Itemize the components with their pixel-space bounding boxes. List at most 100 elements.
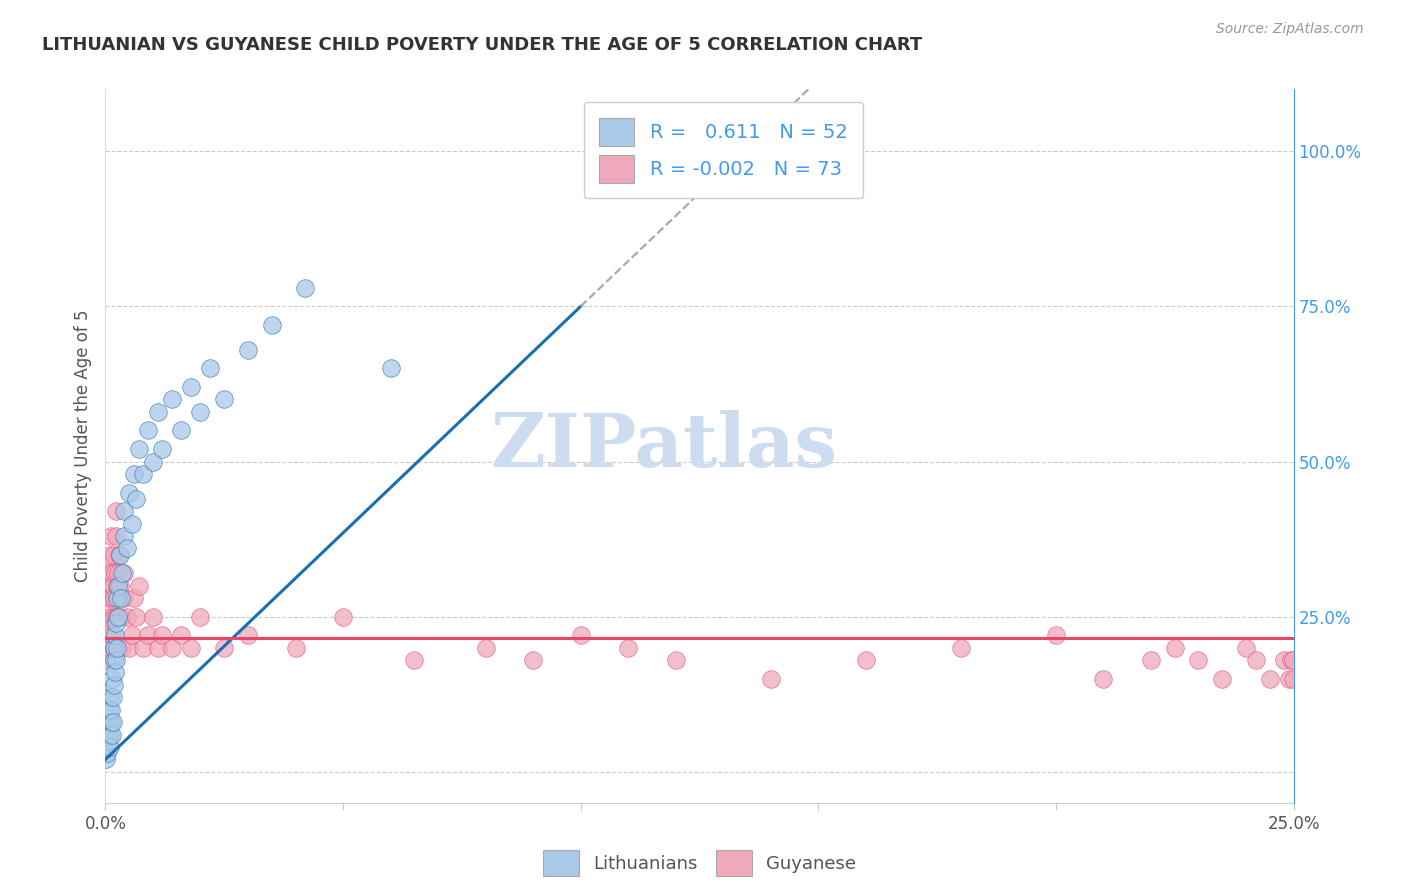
Point [104,609,127,624]
Point [114,504,136,518]
Point [105,591,128,605]
Point [110,609,132,624]
Point [118,485,141,500]
Point [142,454,165,468]
Point [101,672,124,686]
Text: ZIPatlas: ZIPatlas [491,409,838,483]
Point [160,392,183,407]
Point [260,318,283,332]
Point [104,665,127,680]
Point [98,640,121,655]
Point [96,628,118,642]
Point [104,653,127,667]
Point [198,361,221,376]
Point [103,640,125,655]
Point [125,491,148,506]
Point [100,715,122,730]
Point [110,591,132,605]
Point [98,690,121,705]
Point [96,752,118,766]
Point [332,609,354,624]
Point [121,628,143,642]
Point [101,715,124,730]
Point [97,727,120,741]
Point [132,640,155,655]
Point [105,615,128,630]
Point [1272,653,1295,667]
Point [111,566,134,581]
Point [114,566,136,581]
Point [112,529,135,543]
Point [214,640,236,655]
Text: Source: ZipAtlas.com: Source: ZipAtlas.com [1216,22,1364,37]
Point [103,653,125,667]
Point [1279,653,1302,667]
Point [96,746,118,760]
Point [665,653,688,667]
Point [855,653,877,667]
Point [1244,653,1267,667]
Point [108,579,131,593]
Point [108,548,131,562]
Point [104,529,127,543]
Point [949,640,972,655]
Point [1211,672,1233,686]
Point [1258,672,1281,686]
Point [103,640,125,655]
Point [105,640,128,655]
Point [105,504,128,518]
Point [190,405,212,419]
Point [160,640,183,655]
Point [146,405,169,419]
Point [105,609,128,624]
Point [103,678,125,692]
Point [103,591,125,605]
Point [100,529,122,543]
Point [121,516,143,531]
Point [104,566,127,581]
Point [98,703,121,717]
Point [98,579,121,593]
Point [180,380,202,394]
Point [152,628,174,642]
Point [136,628,159,642]
Point [97,733,120,747]
Point [1092,672,1115,686]
Point [97,591,120,605]
Point [105,579,128,593]
Point [380,361,402,376]
Point [190,609,212,624]
Point [1278,672,1301,686]
Point [107,548,129,562]
Point [122,467,145,481]
Point [1164,640,1187,655]
Point [522,653,544,667]
Point [1140,653,1163,667]
Y-axis label: Child Poverty Under the Age of 5: Child Poverty Under the Age of 5 [73,310,91,582]
Point [115,541,138,556]
Point [132,467,155,481]
Point [136,424,159,438]
Point [107,566,129,581]
Point [617,640,640,655]
Point [284,640,307,655]
Point [107,591,129,605]
Point [1234,640,1257,655]
Point [122,591,145,605]
Point [115,609,138,624]
Point [100,727,122,741]
Point [103,548,125,562]
Point [111,640,134,655]
Point [152,442,174,456]
Point [474,640,496,655]
Point [100,591,122,605]
Point [170,628,193,642]
Point [101,609,124,624]
Point [128,579,150,593]
Point [107,579,129,593]
Point [236,628,259,642]
Point [170,424,193,438]
Point [104,628,127,642]
Point [96,653,118,667]
Point [98,739,121,754]
